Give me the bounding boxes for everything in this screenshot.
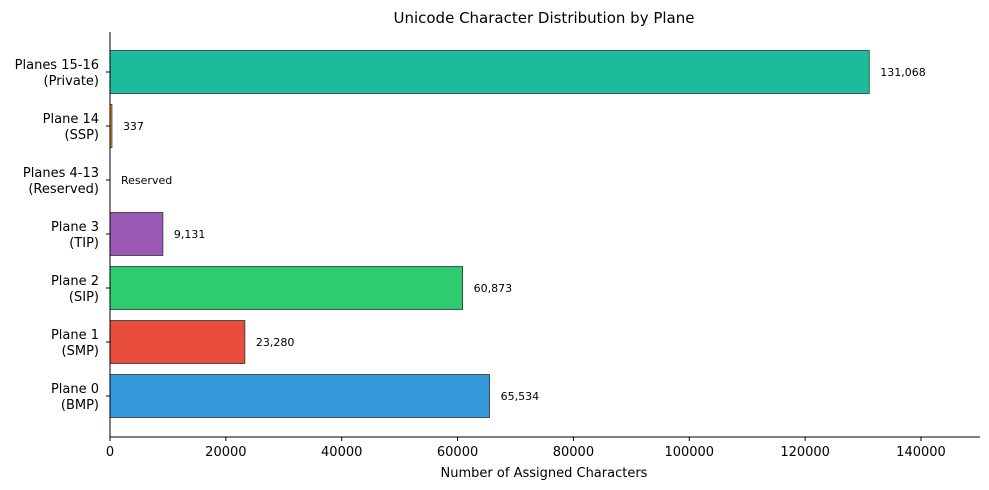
y-tick-labels: Plane 0 (BMP) Plane 1 (SMP) Plane 2 (SIP) Plan… (15, 58, 110, 413)
bar-value-label: 9,131 (174, 228, 206, 241)
x-tick-label: 100000 (664, 445, 714, 460)
bar-value-label: 131,068 (880, 66, 926, 79)
bar-value-label: Reserved (121, 174, 172, 187)
x-tick-label: 0 (106, 445, 114, 460)
bar-value-label: 60,873 (474, 282, 513, 295)
y-tick-label: Plane 3 (TIP) (51, 220, 99, 251)
bar (109, 374, 491, 418)
x-tick-label: 140000 (896, 445, 946, 460)
bar (109, 50, 870, 94)
x-tick-label: 60000 (437, 445, 478, 460)
y-tick-label: Plane 0 (BMP) (51, 382, 99, 413)
y-tick-label: Plane 14 (SSP) (43, 112, 99, 143)
bar (109, 320, 246, 364)
x-ticks: 0 20000 40000 60000 80000 100000 120000 140000 (106, 437, 946, 460)
bars-group: 65,534 23,280 60,873 9,131 Reserved 337 131,06… (109, 50, 926, 418)
y-tick-label: Planes 4-13 (Reserved) (23, 166, 99, 197)
chart-title: Unicode Character Distribution by Plane (393, 9, 694, 27)
bar-value-label: 337 (123, 120, 144, 133)
x-axis-label: Number of Assigned Characters (441, 466, 648, 481)
x-tick-label: 40000 (321, 445, 362, 460)
bar-value-label: 23,280 (256, 336, 295, 349)
y-tick-label: Planes 15-16 (Private) (15, 58, 99, 89)
bar (109, 212, 164, 256)
x-tick-label: 20000 (205, 445, 246, 460)
bar (109, 266, 464, 310)
y-tick-label: Plane 2 (SIP) (51, 274, 99, 305)
x-tick-label: 120000 (780, 445, 830, 460)
y-tick-label: Plane 1 (SMP) (51, 328, 99, 359)
x-tick-label: 80000 (553, 445, 594, 460)
bar-value-label: 65,534 (501, 390, 540, 403)
